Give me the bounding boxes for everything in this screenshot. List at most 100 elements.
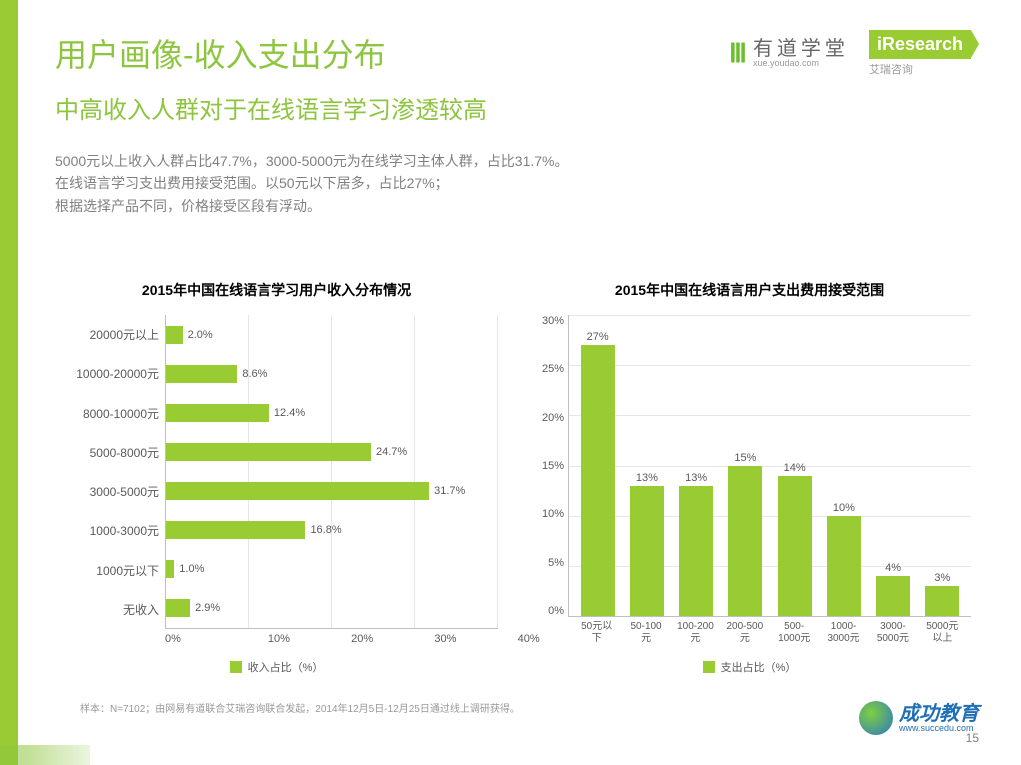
- income-category-label: 20000元以上: [55, 326, 165, 343]
- spend-bar-value: 13%: [636, 472, 658, 484]
- income-chart: 2015年中国在线语言学习用户收入分布情况 20000元以上10000-2000…: [55, 280, 498, 675]
- income-chart-title: 2015年中国在线语言学习用户收入分布情况: [55, 280, 498, 300]
- income-bar-value: 1.0%: [179, 563, 204, 575]
- legend-label: 支出占比（%）: [721, 659, 797, 675]
- spend-ytick: 10%: [542, 508, 564, 520]
- spend-chart-plot: 30%25%20%15%10%5%0% 27%13%13%15%14%10%4%…: [528, 315, 971, 617]
- spend-ytick: 25%: [542, 363, 564, 375]
- income-bar: [166, 482, 429, 500]
- income-bar-value: 12.4%: [274, 407, 305, 419]
- spend-bar: [925, 586, 959, 616]
- income-bar-row: 1.0%: [166, 560, 498, 578]
- income-bar: [166, 521, 305, 539]
- spend-bar-value: 14%: [784, 462, 806, 474]
- income-bar-row: 8.6%: [166, 365, 498, 383]
- spend-bar: [630, 486, 664, 616]
- spend-bar-value: 3%: [934, 572, 950, 584]
- income-bar-row: 2.0%: [166, 326, 498, 344]
- body-line: 根据选择产品不同，价格接受区段有浮动。: [55, 195, 569, 217]
- income-category-label: 1000元以下: [55, 562, 165, 579]
- legend-swatch: [230, 661, 242, 673]
- spend-category-label: 5000元以上: [922, 621, 962, 645]
- youdao-logo: Ⅲ 有道学堂 xue.youdao.com: [729, 38, 849, 69]
- income-bar-row: 2.9%: [166, 599, 498, 617]
- body-line: 5000元以上收入人群占比47.7%，3000-5000元为在线学习主体人群，占…: [55, 150, 569, 172]
- iresearch-logo: iResearch 艾瑞咨询: [869, 30, 971, 77]
- charts-container: 2015年中国在线语言学习用户收入分布情况 20000元以上10000-2000…: [55, 280, 971, 675]
- succedu-logo: 成功教育 www.succedu.com: [859, 701, 979, 735]
- income-bar: [166, 560, 174, 578]
- income-bar-row: 31.7%: [166, 482, 498, 500]
- income-xtick: 30%: [373, 633, 456, 645]
- body-line: 在线语言学习支出费用接受范围。以50元以下居多，占比27%；: [55, 172, 569, 194]
- income-bar: [166, 404, 269, 422]
- income-bar-row: 12.4%: [166, 404, 498, 422]
- income-chart-legend: 收入占比（%）: [55, 659, 498, 675]
- income-bar-value: 31.7%: [434, 485, 465, 497]
- income-bar-value: 2.0%: [188, 329, 213, 341]
- income-category-label: 8000-10000元: [55, 405, 165, 422]
- succedu-name: 成功教育: [899, 704, 979, 724]
- spend-category-label: 3000-5000元: [873, 621, 913, 645]
- spend-category-label: 100-200元: [675, 621, 715, 645]
- subtitle: 中高收入人群对于在线语言学习渗透较高: [55, 90, 487, 125]
- page-title: 用户画像-收入支出分布: [55, 30, 386, 76]
- youdao-url: xue.youdao.com: [753, 59, 849, 68]
- youdao-icon: Ⅲ: [729, 38, 747, 69]
- income-xtick: 20%: [290, 633, 373, 645]
- spend-bar: [679, 486, 713, 616]
- spend-chart-legend: 支出占比（%）: [528, 659, 971, 675]
- spend-bar: [876, 576, 910, 616]
- header: 用户画像-收入支出分布 Ⅲ 有道学堂 xue.youdao.com iResea…: [55, 30, 971, 77]
- income-category-label: 无收入: [55, 601, 165, 618]
- spend-bar-value: 27%: [587, 331, 609, 343]
- spend-ytick: 20%: [542, 412, 564, 424]
- spend-ytick: 5%: [548, 557, 564, 569]
- spend-category-label: 50-100元: [626, 621, 666, 645]
- footnote: 样本：N=7102；由网易有道联合艾瑞咨询联合发起，2014年12月5日-12月…: [80, 700, 520, 715]
- income-bar: [166, 365, 237, 383]
- spend-chart: 2015年中国在线语言用户支出费用接受范围 30% 25% 20% 15% 10% 5% 0…: [528, 280, 971, 675]
- income-xtick: 40%: [456, 633, 539, 645]
- spend-category-label: 500-1000元: [774, 621, 814, 645]
- income-xtick: 10%: [207, 633, 290, 645]
- spend-category-label: 1000-3000元: [824, 621, 864, 645]
- page-number: 15: [966, 731, 979, 745]
- spend-ytick: 0%: [548, 605, 564, 617]
- iresearch-name: iResearch: [869, 30, 971, 59]
- bottom-deco: [0, 745, 90, 765]
- spend-bar-value: 15%: [734, 452, 756, 464]
- spend-bar: [778, 476, 812, 616]
- income-bar-value: 24.7%: [376, 446, 407, 458]
- income-chart-plot: 20000元以上10000-20000元8000-10000元5000-8000…: [55, 315, 498, 629]
- spend-ytick: 15%: [542, 460, 564, 472]
- spend-chart-xaxis: 50元以下 50-100元 100-200元 200-500元 500-1000元 100…: [568, 617, 971, 645]
- body-text: 5000元以上收入人群占比47.7%，3000-5000元为在线学习主体人群，占…: [55, 150, 569, 217]
- spend-bar-value: 4%: [885, 562, 901, 574]
- youdao-name: 有道学堂: [753, 39, 849, 59]
- income-bar: [166, 443, 371, 461]
- income-bar-row: 16.8%: [166, 521, 498, 539]
- income-bar-value: 16.8%: [310, 524, 341, 536]
- spend-bar: [827, 516, 861, 616]
- income-bar: [166, 599, 190, 617]
- income-category-label: 3000-5000元: [55, 483, 165, 500]
- income-bar-value: 8.6%: [242, 368, 267, 380]
- spend-bar-value: 10%: [833, 502, 855, 514]
- iresearch-sub: 艾瑞咨询: [869, 61, 913, 77]
- legend-swatch: [703, 661, 715, 673]
- spend-category-label: 50元以下: [577, 621, 617, 645]
- spend-category-label: 200-500元: [725, 621, 765, 645]
- succedu-icon: [859, 701, 893, 735]
- spend-chart-title: 2015年中国在线语言用户支出费用接受范围: [528, 280, 971, 300]
- income-category-label: 1000-3000元: [55, 522, 165, 539]
- spend-ytick: 30%: [542, 315, 564, 327]
- income-chart-xaxis: 0%10%20%30%40%: [165, 633, 498, 645]
- legend-label: 收入占比（%）: [248, 659, 324, 675]
- income-category-label: 5000-8000元: [55, 444, 165, 461]
- spend-bar: [581, 345, 615, 616]
- accent-bar: [0, 0, 18, 765]
- income-bar: [166, 326, 183, 344]
- logo-group: Ⅲ 有道学堂 xue.youdao.com iResearch 艾瑞咨询: [729, 30, 971, 77]
- spend-bar: [728, 466, 762, 617]
